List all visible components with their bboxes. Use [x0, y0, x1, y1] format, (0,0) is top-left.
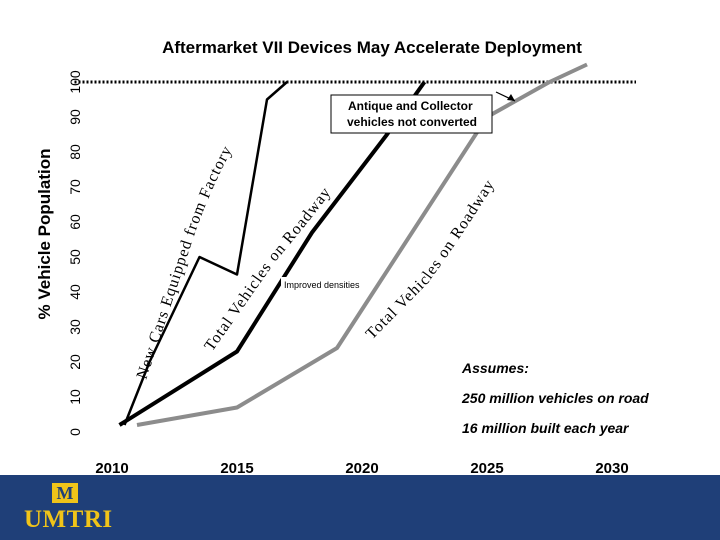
umtri-wordmark: UMTRI: [24, 506, 113, 533]
y-tick-label: 50: [67, 249, 83, 265]
y-tick-label: 20: [67, 354, 83, 370]
y-tick-label: 0: [67, 428, 83, 436]
x-ticks: 2010 2015 2020 2025 2030: [95, 460, 628, 475]
footer-bar: [0, 475, 720, 540]
curve-label-total-vehicles-1: Total Vehicles on Roadway: [201, 184, 334, 355]
series-total-vehicles-2: [136, 62, 588, 427]
x-tick-label: 2015: [220, 460, 253, 475]
annotation-box: [330, 94, 493, 134]
y-tick-label: 10: [67, 389, 83, 405]
y-tick-label: 30: [67, 319, 83, 335]
x-tick-label: 2025: [470, 460, 503, 475]
assumption-build-rate: 16 million built each year: [462, 420, 630, 436]
y-tick-label: 90: [67, 109, 83, 125]
x-tick-label: 2030: [595, 460, 628, 475]
chart-title: Aftermarket VII Devices May Accelerate D…: [162, 38, 582, 57]
annotation-improved-densities: Improved densities: [284, 280, 360, 290]
annotation-antique: Antique and Collector vehicles not conve…: [347, 99, 477, 129]
chart: Aftermarket VII Devices May Accelerate D…: [35, 38, 649, 475]
umtri-block-m-logo: M: [52, 483, 78, 503]
y-tick-label: 80: [67, 144, 83, 160]
y-tick-label: 70: [67, 179, 83, 195]
y-axis-label: % Vehicle Population: [35, 149, 54, 320]
annotation-densities-box: [281, 277, 370, 291]
x-tick-label: 2010: [95, 460, 128, 475]
x-tick-label: 2020: [345, 460, 378, 475]
annotation-arrowhead: [507, 94, 515, 101]
y-tick-label: 60: [67, 214, 83, 230]
series-new-cars-factory: [123, 81, 288, 426]
assumes-heading: Assumes:: [461, 360, 529, 376]
assumption-vehicles: 250 million vehicles on road: [461, 390, 649, 406]
y-tick-label: 40: [67, 284, 83, 300]
